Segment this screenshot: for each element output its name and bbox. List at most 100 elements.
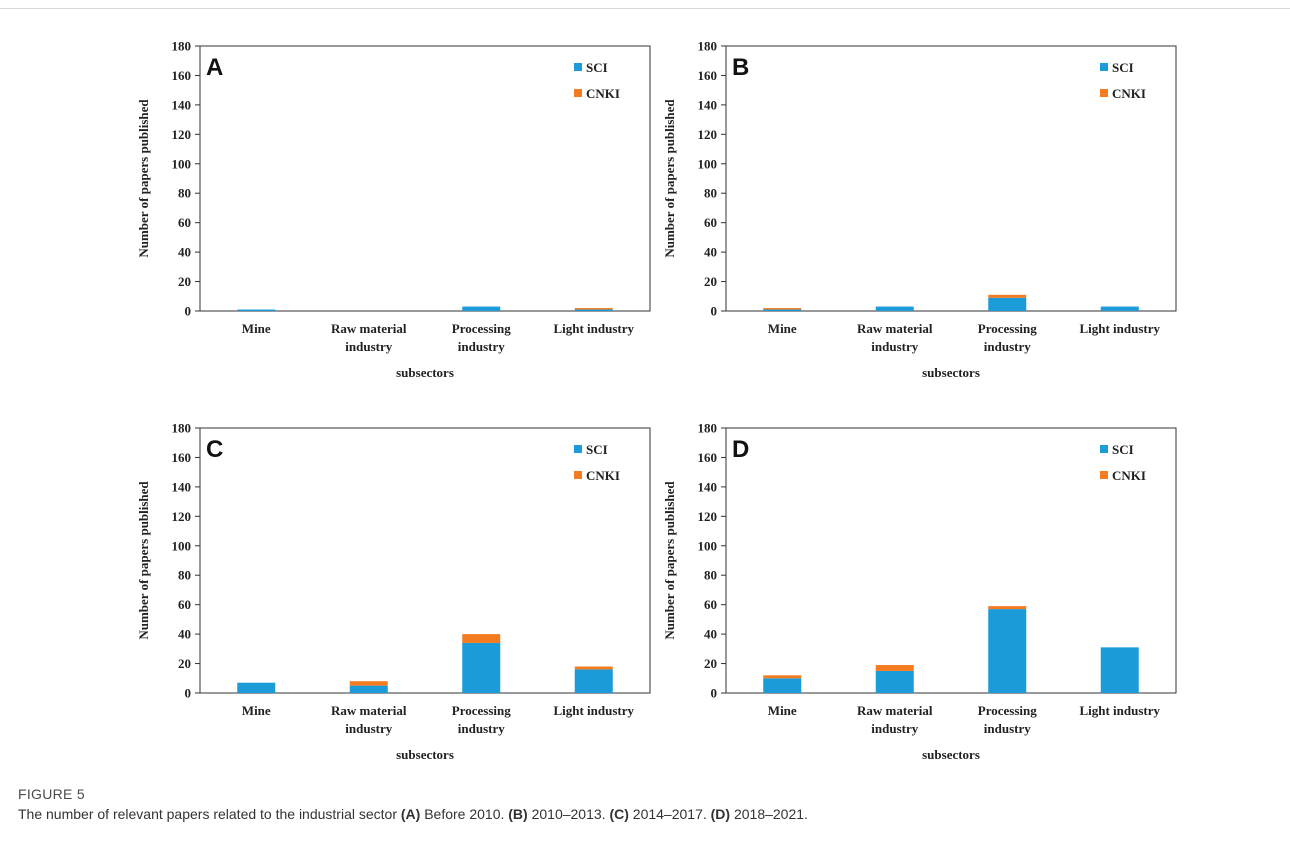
legend-swatch-cnki — [574, 471, 582, 479]
y-tick-label: 40 — [178, 627, 191, 642]
x-tick-label: Light industry — [553, 321, 634, 336]
legend-label-sci: SCI — [586, 442, 608, 457]
figure-label: FIGURE 5 — [18, 786, 85, 802]
chart-svg-a: 0 20 40 60 80 100 120 140 160 180 Number of papers… — [136, 39, 651, 380]
x-tick-label: Light industry — [553, 703, 634, 718]
y-tick-label: 0 — [185, 304, 192, 319]
legend-swatch-sci — [574, 63, 582, 71]
plot-frame — [725, 427, 1177, 694]
x-tick-label: Raw material — [331, 321, 407, 336]
x-tick-label: industry — [345, 721, 392, 736]
plot-frame — [725, 45, 1177, 312]
y-tick-label: 120 — [698, 127, 718, 142]
x-axis-label: subsectors — [396, 365, 454, 380]
y-tick-label: 180 — [172, 39, 192, 54]
x-axis-label: subsectors — [922, 365, 980, 380]
figure-caption: FIGURE 5 The number of relevant papers r… — [18, 786, 1268, 822]
panel-letter: C — [206, 436, 223, 463]
y-tick-label: 80 — [704, 568, 717, 583]
legend-swatch-cnki — [574, 89, 582, 97]
legend-swatch-sci — [1100, 445, 1108, 453]
bar-sci-0 — [237, 682, 276, 693]
bar-sci-3 — [574, 669, 613, 693]
bar-sci-3 — [1100, 647, 1139, 693]
y-tick-label: 160 — [172, 450, 192, 465]
x-tick-label: industry — [458, 339, 505, 354]
x-tick-label: Light industry — [1079, 703, 1160, 718]
x-tick-label: Mine — [242, 321, 271, 336]
y-tick-label: 60 — [178, 597, 191, 612]
y-tick-label: 140 — [172, 97, 192, 112]
x-tick-label: Raw material — [857, 321, 933, 336]
bar-cnki-3 — [574, 666, 613, 670]
legend-swatch-sci — [574, 445, 582, 453]
caption-part: Before 2010. — [420, 806, 509, 822]
y-tick-label: 100 — [698, 156, 718, 171]
x-tick-label: Processing — [452, 703, 511, 718]
figure-caption-text: The number of relevant papers related to… — [18, 806, 1268, 822]
y-tick-label: 180 — [698, 39, 718, 54]
bar-cnki-2 — [988, 606, 1027, 610]
y-tick-label: 100 — [698, 538, 718, 553]
legend-swatch-cnki — [1100, 471, 1108, 479]
x-tick-label: industry — [345, 339, 392, 354]
x-tick-label: industry — [871, 339, 918, 354]
legend-swatch-sci — [1100, 63, 1108, 71]
caption-part: (B) — [508, 806, 528, 822]
bar-cnki-3 — [574, 308, 613, 310]
panel-letter: B — [732, 54, 749, 81]
chart-svg-c: 0 20 40 60 80 100 120 140 160 180 Number of papers… — [136, 421, 651, 762]
x-tick-label: industry — [984, 721, 1031, 736]
x-tick-label: Light industry — [1079, 321, 1160, 336]
y-tick-label: 120 — [172, 509, 192, 524]
bar-sci-2 — [988, 609, 1027, 693]
x-axis-label: subsectors — [396, 747, 454, 762]
y-axis-label: Number of papers published — [136, 99, 151, 258]
chart-panel-c: 0 20 40 60 80 100 120 140 160 180 Number of papers… — [130, 410, 670, 780]
y-tick-label: 140 — [172, 479, 192, 494]
bar-cnki-0 — [763, 675, 802, 679]
bar-cnki-2 — [988, 294, 1027, 298]
y-tick-label: 60 — [704, 597, 717, 612]
legend-label-sci: SCI — [1112, 442, 1134, 457]
y-tick-label: 0 — [185, 686, 192, 701]
x-tick-label: Processing — [452, 321, 511, 336]
chart-svg-d: 0 20 40 60 80 100 120 140 160 180 Number of papers… — [662, 421, 1177, 762]
y-tick-label: 40 — [704, 245, 717, 260]
bar-sci-2 — [462, 642, 501, 693]
y-tick-label: 180 — [172, 421, 192, 436]
y-tick-label: 100 — [172, 538, 192, 553]
bar-sci-1 — [349, 685, 388, 693]
y-tick-label: 0 — [711, 686, 718, 701]
x-tick-label: Mine — [768, 703, 797, 718]
y-tick-label: 40 — [178, 245, 191, 260]
x-tick-label: Processing — [978, 321, 1037, 336]
y-tick-label: 60 — [704, 215, 717, 230]
caption-part: The number of relevant papers related to… — [18, 806, 401, 822]
y-tick-label: 20 — [178, 656, 191, 671]
y-axis-label: Number of papers published — [662, 481, 677, 640]
bar-sci-0 — [237, 309, 276, 311]
bar-cnki-0 — [763, 308, 802, 310]
caption-part: 2010–2013. — [527, 806, 610, 822]
y-tick-label: 80 — [178, 186, 191, 201]
caption-part: (A) — [400, 806, 421, 822]
y-tick-label: 40 — [704, 627, 717, 642]
bar-cnki-1 — [875, 665, 914, 671]
bar-sci-2 — [988, 297, 1027, 311]
chart-svg-b: 0 20 40 60 80 100 120 140 160 180 Number of papers… — [662, 39, 1177, 380]
legend-label-sci: SCI — [1112, 60, 1134, 75]
y-tick-label: 20 — [704, 656, 717, 671]
x-tick-label: industry — [458, 721, 505, 736]
y-tick-label: 100 — [172, 156, 192, 171]
legend-label-sci: SCI — [586, 60, 608, 75]
y-tick-label: 180 — [698, 421, 718, 436]
bar-sci-1 — [875, 306, 914, 311]
y-tick-label: 120 — [172, 127, 192, 142]
panel-letter: A — [206, 54, 223, 81]
plot-frame — [199, 427, 651, 694]
caption-part: (C) — [609, 806, 629, 822]
chart-panel-d: 0 20 40 60 80 100 120 140 160 180 Number of papers… — [656, 410, 1196, 780]
chart-panel-b: 0 20 40 60 80 100 120 140 160 180 Number of papers… — [656, 28, 1196, 398]
legend-label-cnki: CNKI — [586, 86, 620, 101]
